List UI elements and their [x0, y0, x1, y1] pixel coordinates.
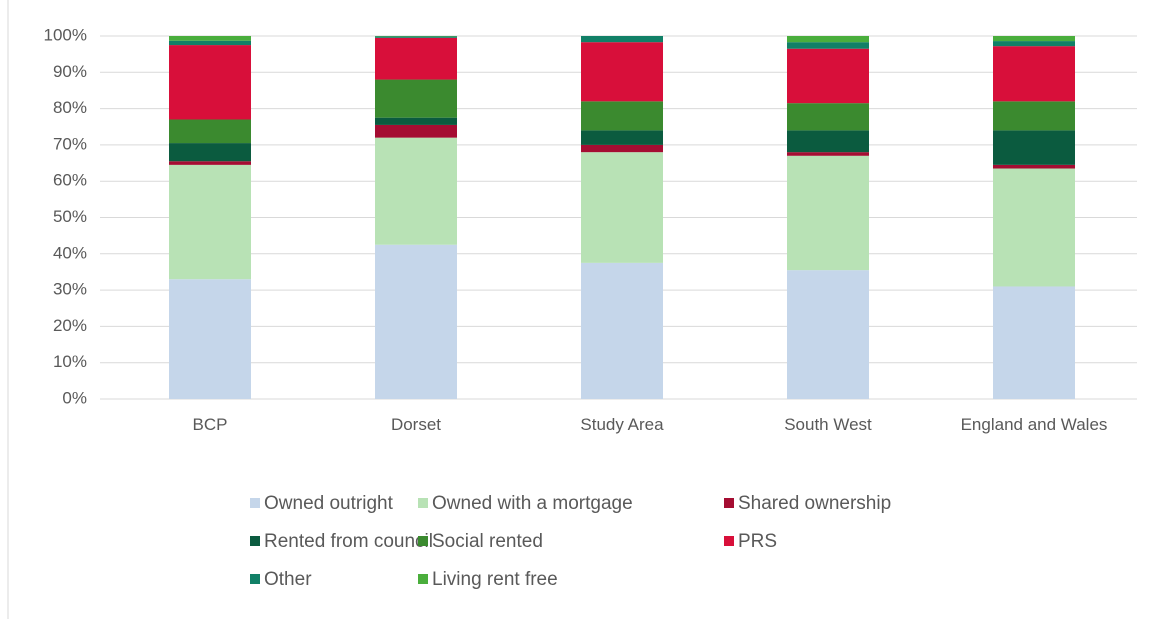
bar-segment	[993, 130, 1075, 165]
bar-segment	[787, 36, 869, 43]
y-tick-label: 100%	[44, 25, 87, 44]
y-tick-label: 40%	[53, 243, 87, 262]
bar-segment	[581, 144, 663, 153]
legend-item: Other	[250, 569, 312, 591]
bar-segment	[581, 42, 663, 102]
y-tick-label: 30%	[53, 280, 87, 299]
legend-item: PRS	[724, 531, 777, 553]
y-tick-label: 0%	[62, 388, 87, 407]
x-tick-label: South West	[784, 415, 872, 434]
bar-segment	[993, 46, 1075, 102]
bar-segment	[375, 36, 457, 38]
legend-label: Social rented	[432, 531, 543, 552]
bar-segment	[581, 262, 663, 399]
legend-label: PRS	[738, 531, 778, 552]
legend-item: Shared ownership	[724, 493, 891, 515]
bar-segment	[169, 40, 251, 46]
bar-segment	[375, 137, 457, 245]
bar-segment	[993, 41, 1075, 47]
bar-segment	[787, 270, 869, 399]
legend-item: Social rented	[418, 531, 543, 553]
bar-segment	[581, 36, 663, 43]
legend-swatch	[724, 498, 734, 508]
bar-segment	[375, 117, 457, 125]
x-tick-label: Dorset	[390, 415, 442, 434]
bar-segment	[581, 101, 663, 131]
bar-segment	[993, 168, 1075, 287]
legend-swatch	[250, 498, 260, 508]
x-tick-label: England and Wales	[960, 415, 1108, 434]
y-tick-label: 80%	[53, 98, 87, 117]
bar-segment	[375, 124, 457, 138]
legend-item: Living rent free	[418, 569, 558, 591]
y-tick-label: 90%	[53, 62, 87, 81]
y-tick-label: 10%	[53, 352, 87, 371]
bar-segment	[169, 143, 251, 162]
legend-swatch	[418, 574, 428, 584]
y-tick-label: 50%	[53, 207, 87, 226]
legend-item: Owned with a mortgage	[418, 493, 633, 515]
bar-segment	[169, 45, 251, 120]
y-tick-label: 70%	[53, 134, 87, 153]
bar-segment	[787, 130, 869, 153]
legend-item: Owned outright	[250, 493, 393, 515]
bar-segment	[581, 130, 663, 145]
bar-segment	[993, 36, 1075, 42]
bar-segment	[169, 119, 251, 144]
bar-segment	[787, 155, 869, 271]
bar-segment	[581, 152, 663, 263]
bar-segment	[787, 152, 869, 156]
bar-segment	[169, 164, 251, 280]
x-tick-label: BCP	[192, 415, 228, 434]
legend-label: Living rent free	[432, 569, 558, 590]
legend-swatch	[250, 574, 260, 584]
bar-segment	[375, 37, 457, 80]
legend-label: Rented from council	[264, 531, 433, 552]
bar-segment	[787, 42, 869, 49]
bar-segment	[993, 164, 1075, 169]
legend-label: Owned outright	[264, 493, 393, 514]
legend-swatch	[724, 536, 734, 546]
y-tick-label: 60%	[53, 171, 87, 190]
y-tick-label: 20%	[53, 316, 87, 335]
bar-segment	[993, 286, 1075, 399]
legend-label: Other	[264, 569, 312, 590]
legend-label: Shared ownership	[738, 493, 892, 514]
bar-segment	[169, 161, 251, 165]
bar-segment	[375, 244, 457, 399]
legend-item: Rented from council	[250, 531, 433, 553]
legend-swatch	[250, 536, 260, 546]
legend-label: Owned with a mortgage	[432, 493, 633, 514]
bar-segment	[787, 48, 869, 104]
x-tick-label: Study Area	[580, 415, 664, 434]
bar-segment	[375, 79, 457, 118]
bar-segment	[787, 103, 869, 131]
legend-swatch	[418, 498, 428, 508]
bar-segment	[169, 279, 251, 399]
bar-segment	[993, 101, 1075, 131]
legend-swatch	[418, 536, 428, 546]
bar-segment	[169, 36, 251, 41]
